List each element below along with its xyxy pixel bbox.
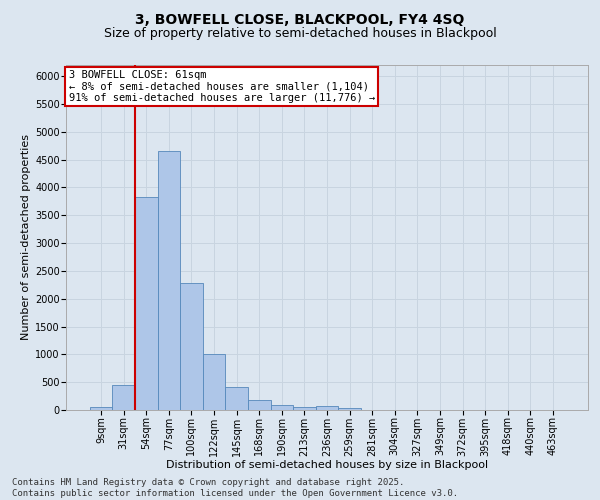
Bar [293,407,316,410]
Bar [135,198,158,410]
Text: 3, BOWFELL CLOSE, BLACKPOOL, FY4 4SQ: 3, BOWFELL CLOSE, BLACKPOOL, FY4 4SQ [136,12,464,26]
Bar [316,406,338,410]
Bar [338,408,361,410]
Y-axis label: Number of semi-detached properties: Number of semi-detached properties [21,134,31,340]
Bar [158,150,180,410]
Bar [271,406,293,410]
Bar [226,387,248,410]
Text: 3 BOWFELL CLOSE: 61sqm
← 8% of semi-detached houses are smaller (1,104)
91% of s: 3 BOWFELL CLOSE: 61sqm ← 8% of semi-deta… [68,70,375,103]
Text: Contains HM Land Registry data © Crown copyright and database right 2025.
Contai: Contains HM Land Registry data © Crown c… [12,478,458,498]
Bar [248,400,271,410]
Bar [112,385,135,410]
Bar [180,283,203,410]
X-axis label: Distribution of semi-detached houses by size in Blackpool: Distribution of semi-detached houses by … [166,460,488,470]
Bar [90,407,112,410]
Text: Size of property relative to semi-detached houses in Blackpool: Size of property relative to semi-detach… [104,28,496,40]
Bar [203,354,226,410]
